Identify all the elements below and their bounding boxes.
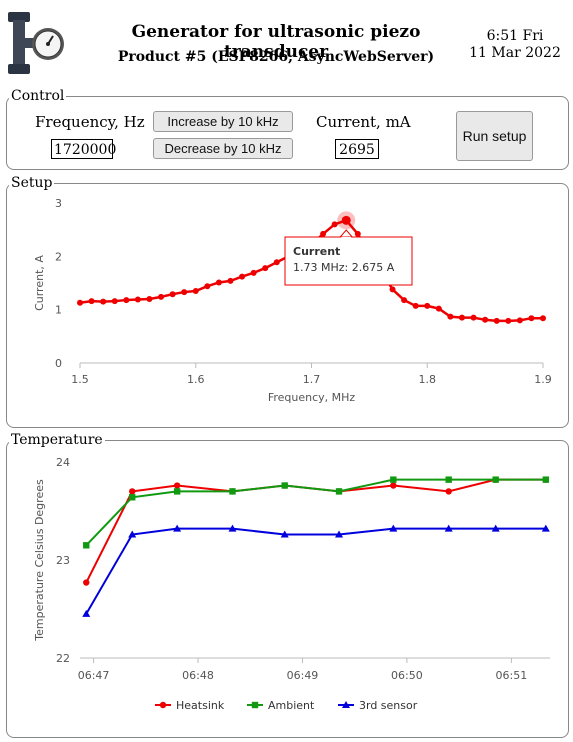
page-subtitle: Product #5 (ESP8266, AsyncWebServer) [117, 49, 435, 65]
current-label: Current, mA [316, 113, 411, 131]
setup-panel: Setup [6, 175, 569, 428]
increase-frequency-button[interactable]: Increase by 10 kHz [153, 111, 293, 132]
clock-date: 11 Mar 2022 [469, 45, 561, 61]
temperature-legend: Temperature [11, 432, 103, 448]
setup-legend: Setup [11, 175, 53, 191]
run-setup-button[interactable]: Run setup [456, 111, 533, 161]
temperature-panel: Temperature [6, 432, 569, 738]
control-legend: Control [11, 88, 65, 104]
logo [4, 8, 68, 78]
frequency-label: Frequency, Hz [35, 113, 145, 131]
decrease-frequency-button[interactable]: Decrease by 10 kHz [153, 138, 293, 159]
control-panel: Control [6, 88, 569, 170]
page-title: Generator for ultrasonic piezo transduce… [131, 22, 421, 62]
clock-time: 6:51 Fri [486, 28, 544, 44]
current-value: 2695 [335, 139, 379, 159]
frequency-value: 1720000 [51, 139, 116, 159]
pipe-gauge-icon [8, 12, 64, 74]
